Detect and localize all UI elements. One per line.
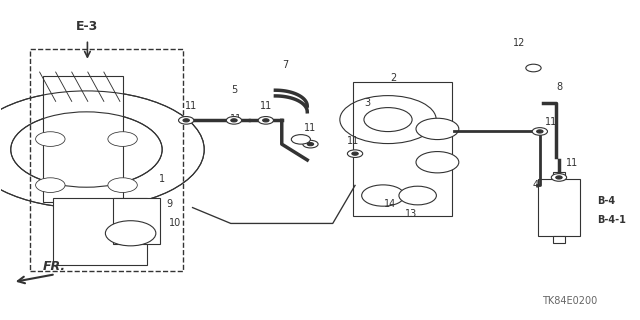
Text: 11: 11 [230,114,242,124]
Text: 11: 11 [260,101,272,111]
Circle shape [108,178,138,192]
Circle shape [526,64,541,72]
Circle shape [348,150,363,157]
Text: E-3: E-3 [76,20,99,33]
Circle shape [36,178,65,192]
Circle shape [416,118,459,140]
Circle shape [556,176,562,179]
Bar [553,172,565,179]
Circle shape [108,132,138,146]
Circle shape [362,185,404,206]
Text: 6: 6 [294,136,301,146]
Text: 7: 7 [282,60,288,70]
Circle shape [258,116,273,124]
Text: 3: 3 [365,98,371,108]
Text: 10: 10 [168,219,181,228]
Circle shape [416,152,459,173]
Text: 8: 8 [556,82,562,92]
Circle shape [537,130,543,133]
Text: TK84E0200: TK84E0200 [542,296,597,306]
Circle shape [231,119,237,122]
Bar [53,198,147,265]
Bar [43,76,123,202]
Text: 1: 1 [159,174,165,184]
Circle shape [399,186,436,205]
Text: 12: 12 [513,38,525,48]
Bar [30,49,183,271]
Text: 11: 11 [185,101,197,111]
Text: FR.: FR. [43,260,66,273]
Bar [538,179,580,236]
Circle shape [551,174,566,181]
Text: 11: 11 [566,158,578,168]
Text: 4: 4 [532,180,538,190]
Text: 2: 2 [390,73,396,83]
Bar [553,236,565,243]
Circle shape [291,135,310,144]
Text: 11: 11 [304,123,317,133]
Text: 9: 9 [166,199,172,209]
Circle shape [262,119,269,122]
Bar [113,198,160,244]
Text: 11: 11 [545,117,557,127]
Text: 14: 14 [384,199,396,209]
Circle shape [303,140,318,148]
Text: 13: 13 [405,209,417,219]
Circle shape [36,132,65,146]
Bar [353,82,452,215]
Circle shape [307,142,314,146]
Circle shape [179,116,194,124]
Circle shape [183,119,189,122]
Text: B-4: B-4 [597,196,615,206]
Text: 11: 11 [347,136,359,146]
Circle shape [106,221,156,246]
Circle shape [227,116,242,124]
Text: 5: 5 [231,85,237,95]
Text: B-4-1: B-4-1 [597,215,626,225]
Circle shape [532,128,547,135]
Circle shape [352,152,358,155]
